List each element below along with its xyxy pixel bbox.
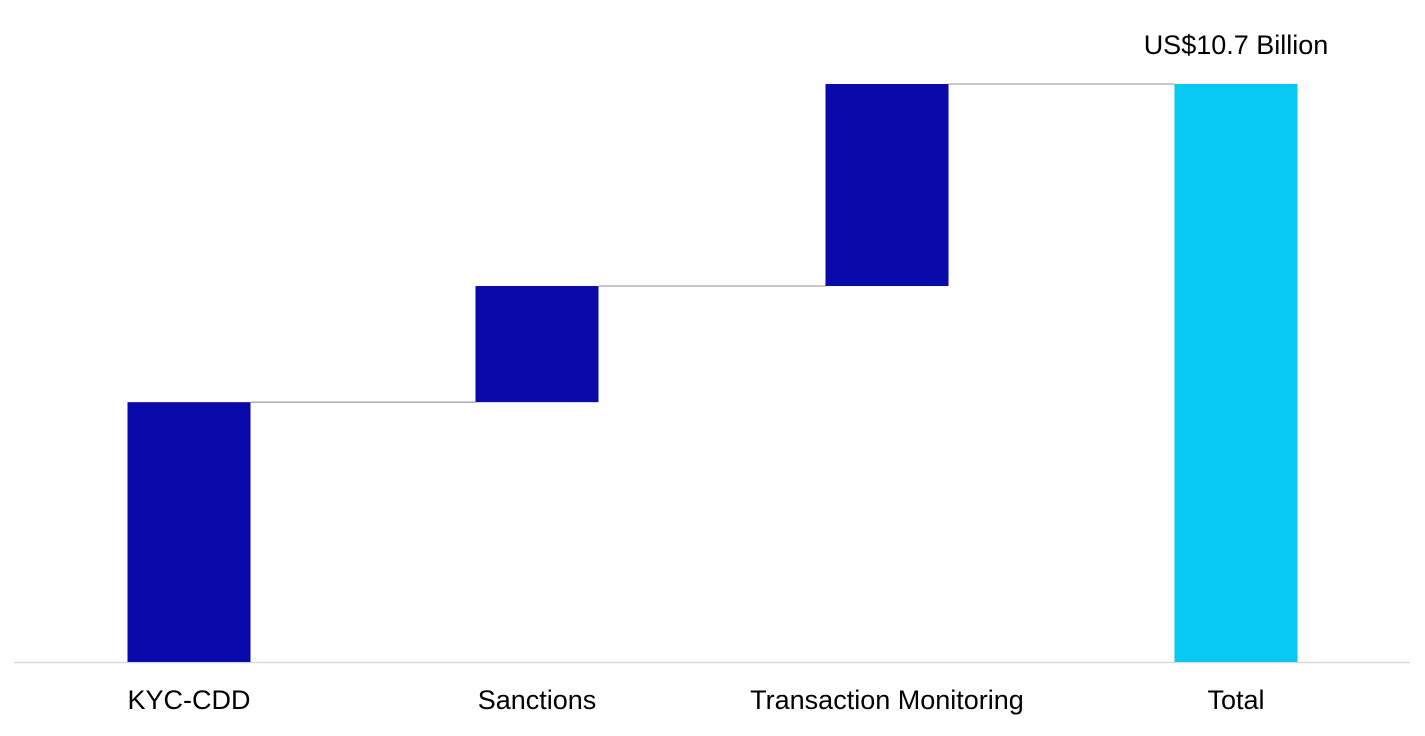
bar-kyc-cdd: [127, 402, 251, 662]
bar-transaction-monitoring: [825, 84, 949, 287]
bar-sanctions: [475, 286, 599, 403]
x-tick-label-kyc-cdd: KYC-CDD: [127, 685, 250, 715]
total-data-label: US$10.7 Billion: [1144, 30, 1329, 60]
x-tick-label-transaction-monitoring: Transaction Monitoring: [750, 685, 1024, 715]
x-tick-label-total: Total: [1207, 685, 1264, 715]
x-tick-label-sanctions: Sanctions: [478, 685, 597, 715]
bar-total: [1174, 84, 1298, 662]
